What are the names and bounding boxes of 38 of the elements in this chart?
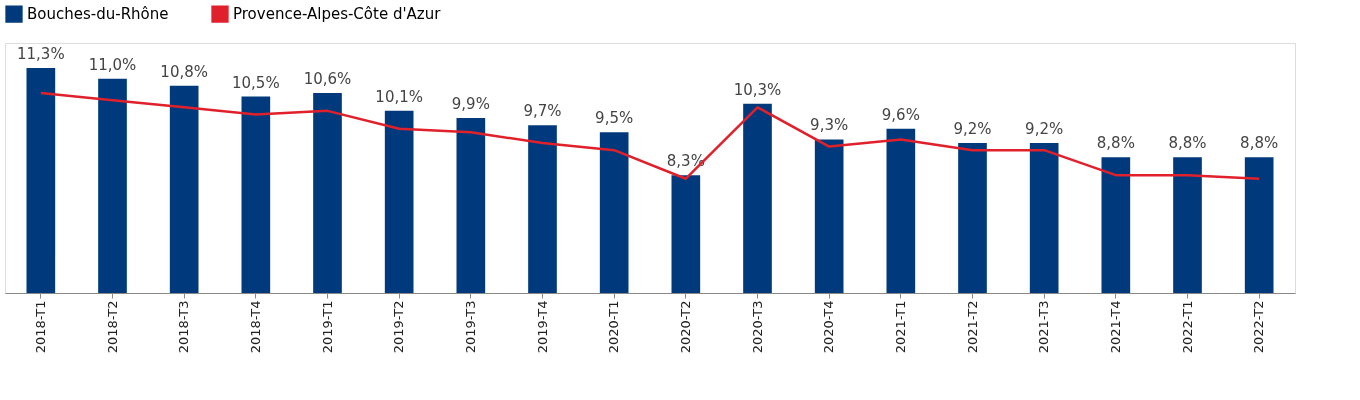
data-label: 11,3% — [17, 45, 65, 63]
data-label: 9,6% — [881, 105, 920, 124]
data-label: 10,3% — [733, 80, 782, 99]
data-label: 9,5% — [595, 109, 634, 128]
x-tick-label: 2022-T1 — [1179, 300, 1195, 354]
x-tick-label: 2020-T2 — [677, 300, 693, 354]
x-tick-label: 2022-T2 — [1251, 300, 1267, 354]
data-label: 10,8% — [160, 62, 208, 81]
data-label: 9,7% — [523, 102, 562, 121]
x-tick-label: 2019-T2 — [391, 300, 407, 354]
data-label: 10,5% — [232, 73, 280, 92]
x-tick-label: 2021-T3 — [1036, 300, 1052, 354]
data-label: 8,3% — [666, 152, 705, 171]
data-label: 11,0% — [88, 55, 137, 74]
x-tick-label: 2020-T3 — [749, 300, 765, 354]
x-tick-label: 2020-T4 — [821, 300, 837, 354]
data-label: 10,6% — [303, 70, 352, 88]
x-tick-label: 2018-T4 — [247, 300, 263, 354]
data-label: 10,1% — [375, 87, 423, 106]
x-tick-label: 2019-T4 — [534, 300, 550, 354]
data-label: 9,2% — [953, 120, 992, 138]
data-label: 9,3% — [810, 116, 849, 135]
x-tick-label: 2018-T3 — [176, 300, 192, 354]
data-label: 9,9% — [451, 95, 490, 113]
data-label: 8,8% — [1240, 134, 1279, 153]
x-tick-label: 2018-T1 — [32, 300, 48, 354]
x-tick-label: 2021-T2 — [964, 300, 980, 354]
x-tick-label: 2020-T1 — [606, 300, 622, 354]
x-tick-label: 2018-T2 — [104, 300, 120, 354]
data-label: 9,2% — [1025, 120, 1064, 138]
data-label: 8,8% — [1168, 134, 1207, 153]
x-tick-label: 2019-T3 — [462, 300, 478, 354]
legend-label: Bouches-du-Rhône — [27, 5, 169, 24]
legend-label: Provence-Alpes-Côte d'Azur — [233, 5, 442, 24]
x-tick-label: 2021-T1 — [892, 300, 908, 354]
x-tick-label: 2021-T4 — [1107, 300, 1123, 354]
x-tick-label: 2019-T1 — [319, 300, 335, 354]
data-label: 8,8% — [1096, 134, 1135, 153]
